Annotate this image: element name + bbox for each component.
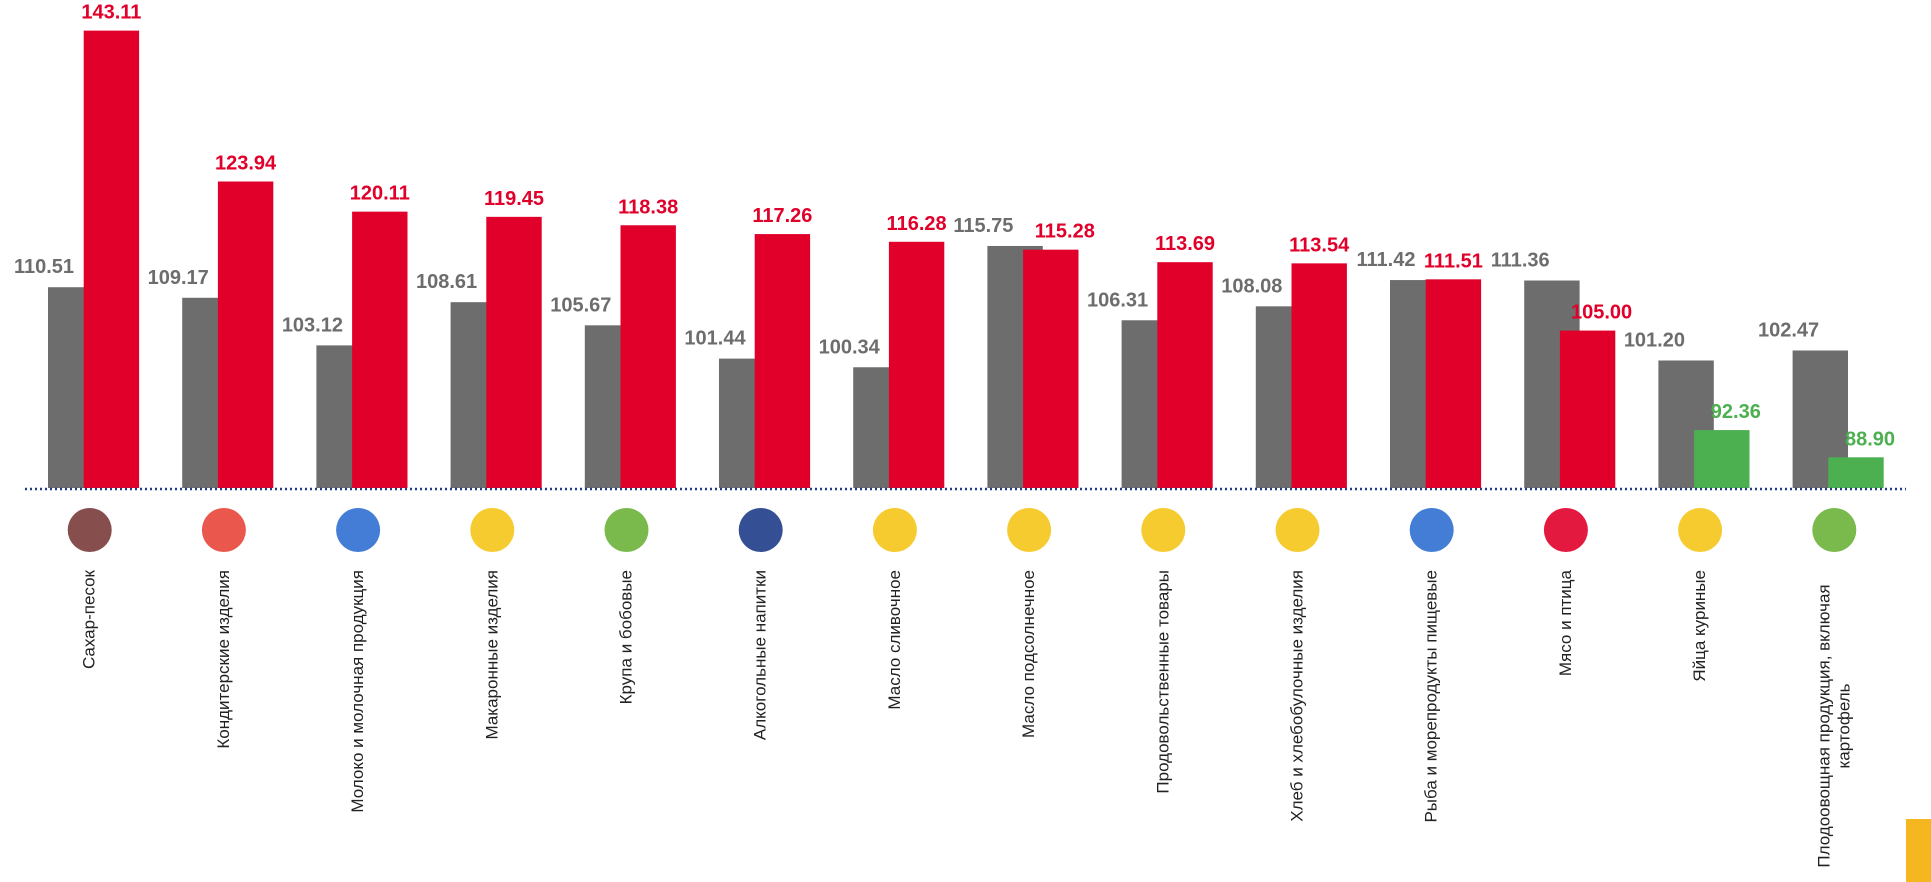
category-icon (604, 508, 649, 552)
category-icon (201, 508, 246, 552)
value-label: 109.17 (148, 267, 209, 289)
bar (888, 241, 945, 488)
x-tick-label: Макаронные изделия (482, 570, 502, 740)
category-icon (67, 508, 112, 552)
bar (1828, 457, 1884, 488)
value-label: 113.69 (1155, 233, 1215, 255)
x-tick-label: Продовольственные товары (1153, 570, 1173, 794)
category-icon (1678, 508, 1723, 552)
x-tick-label: Сахар-песок (79, 570, 99, 670)
category-icon (1543, 508, 1588, 552)
x-tick-label: Мясо и птица (1555, 570, 1575, 677)
category-icon (872, 508, 917, 552)
bar (83, 30, 140, 488)
x-tick-label: Крупа и бобовые (616, 570, 636, 705)
value-label: 102.47 (1758, 319, 1819, 341)
value-label: 119.45 (484, 188, 544, 210)
value-label: 111.42 (1357, 249, 1416, 271)
category-icon (1275, 508, 1320, 552)
category-icon (738, 508, 783, 552)
bar (1023, 249, 1079, 488)
x-tick-label: Кондитерские изделия (213, 570, 233, 749)
value-label: 105.00 (1571, 302, 1632, 324)
category-icon (1409, 508, 1454, 552)
value-label: 110.51 (14, 256, 74, 278)
value-label: 115.28 (1035, 221, 1095, 243)
x-tick-label: Масло сливочное (884, 570, 904, 710)
value-label: 111.51 (1424, 250, 1483, 272)
bar (1291, 263, 1347, 488)
bar (620, 225, 676, 488)
category-icon (1141, 508, 1186, 552)
bar (352, 211, 408, 488)
decoration (1906, 819, 1931, 882)
category-icon (1007, 508, 1052, 552)
x-tick-label: Хлеб и хлебобулочные изделия (1287, 570, 1307, 822)
value-label: 106.31 (1087, 289, 1148, 311)
x-tick-label: Яйца куриные (1690, 570, 1710, 682)
value-label: 92.36 (1711, 401, 1761, 423)
value-label: 115.75 (953, 215, 1013, 237)
value-label: 88.90 (1845, 428, 1895, 450)
bar (1559, 330, 1616, 488)
value-label: 118.38 (618, 196, 678, 218)
value-label: 113.54 (1289, 234, 1350, 256)
value-label: 101.44 (684, 328, 746, 350)
bar (1694, 430, 1750, 488)
value-label: 108.08 (1221, 275, 1282, 297)
x-tick-label: Рыба и морепродукты пищевые (1421, 570, 1441, 823)
bar (1425, 279, 1482, 488)
value-label: 105.67 (550, 294, 611, 316)
value-label: 103.12 (282, 314, 343, 336)
bar (217, 181, 274, 488)
bar (754, 234, 811, 488)
value-label: 108.61 (416, 271, 477, 293)
bar (486, 216, 542, 488)
x-tick-label: Алкогольные напитки (750, 570, 770, 741)
x-tick-label: Плодоовощная продукция, включая картофел… (1814, 584, 1854, 868)
bar (1157, 262, 1213, 488)
value-label: 123.94 (215, 153, 277, 175)
category-icon (470, 508, 515, 552)
category-icon (1812, 508, 1857, 552)
value-label: 100.34 (819, 336, 881, 358)
value-label: 101.20 (1624, 329, 1685, 351)
x-tick-label: Масло подсолнечное (1019, 570, 1039, 738)
value-label: 117.26 (752, 205, 812, 227)
value-label: 111.36 (1491, 250, 1550, 272)
category-icon (336, 508, 381, 552)
value-label: 143.11 (81, 2, 141, 24)
value-label: 120.11 (350, 183, 410, 205)
x-tick-label: Молоко и молочная продукция (348, 570, 368, 813)
value-label: 116.28 (887, 213, 947, 235)
